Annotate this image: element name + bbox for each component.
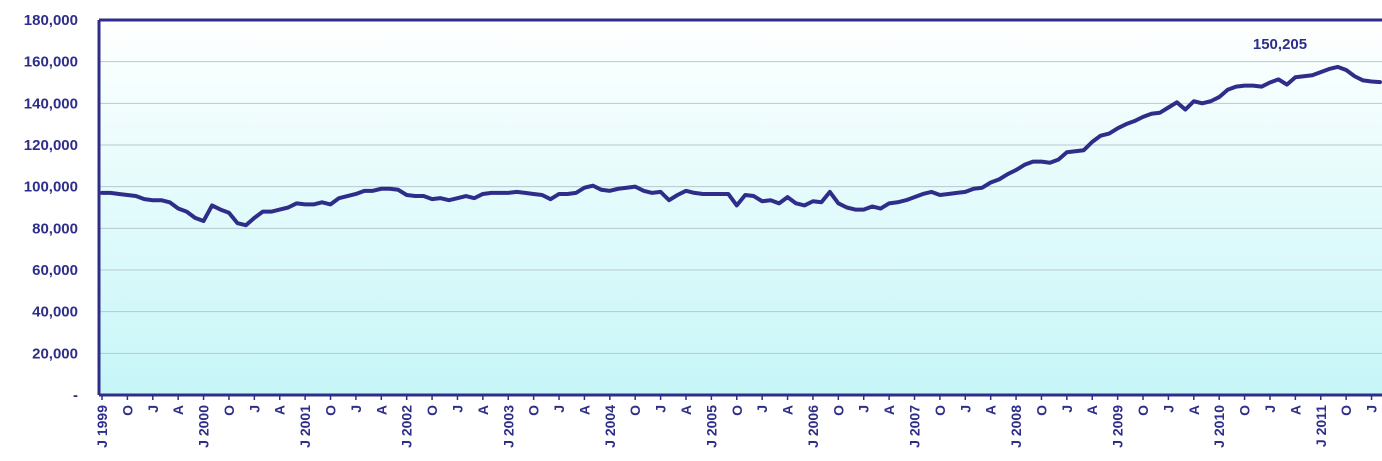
x-tick-label: J 2005	[703, 405, 719, 448]
x-tick-label: A	[780, 405, 796, 415]
y-tick-label: 80,000	[32, 220, 78, 237]
x-tick-label: J	[1364, 405, 1380, 413]
x-tick-label: J	[551, 405, 567, 413]
data-label: 150,205	[1253, 36, 1307, 53]
x-tick-label: J 1999	[94, 405, 110, 448]
x-tick-label: J 2009	[1110, 405, 1126, 448]
x-tick-label: O	[1033, 405, 1049, 416]
x-tick-label: J 2008	[1008, 405, 1024, 448]
y-tick-label: -	[73, 387, 78, 404]
x-tick-label: J	[754, 405, 770, 413]
x-tick-label: J 2010	[1211, 405, 1227, 448]
x-tick-label: J	[449, 405, 465, 413]
x-tick-label: O	[830, 405, 846, 416]
x-tick-label: J	[145, 405, 161, 413]
x-tick-label: O	[526, 405, 542, 416]
x-tick-label: J	[856, 405, 872, 413]
x-tick-label: J	[1059, 405, 1075, 413]
x-tick-label: A	[1186, 405, 1202, 415]
x-tick-label: J	[957, 405, 973, 413]
y-tick-label: 20,000	[32, 345, 78, 362]
x-tick-label: J	[348, 405, 364, 413]
axes	[97, 18, 1382, 400]
x-tick-label: A	[678, 405, 694, 415]
plot-area	[99, 20, 1382, 395]
x-tick-label: A	[881, 405, 897, 415]
x-tick-label: A	[373, 405, 389, 415]
x-tick-label: A	[170, 405, 186, 415]
x-tick-label: J 2006	[805, 405, 821, 448]
y-axis-tick-labels: - 20,000 40,000 60,000 80,000 100,000 120,000 1…	[24, 12, 78, 404]
y-tick-label: 120,000	[24, 137, 78, 154]
x-tick-label: A	[272, 405, 288, 415]
x-tick-label: J 2000	[196, 405, 212, 448]
x-tick-label: J	[1160, 405, 1176, 413]
x-tick-label: A	[475, 405, 491, 415]
x-tick-label: J	[246, 405, 262, 413]
x-tick-label: J 2003	[500, 405, 516, 448]
x-tick-label: O	[424, 405, 440, 416]
series	[100, 64, 1382, 228]
series-line	[100, 64, 1382, 228]
y-tick-label: 160,000	[24, 54, 78, 71]
x-tick-label: O	[932, 405, 948, 416]
x-tick-label: O	[627, 405, 643, 416]
x-tick-label: A	[1084, 405, 1100, 415]
y-tick-label: 140,000	[24, 95, 78, 112]
x-tick-label: A	[983, 405, 999, 415]
x-tick-label: J 2011	[1313, 405, 1329, 447]
y-tick-label: 180,000	[24, 12, 78, 29]
x-tick-label: O	[729, 405, 745, 416]
x-tick-label: J 2007	[907, 405, 923, 448]
x-tick-label: A	[576, 405, 592, 415]
x-tick-label: A	[1287, 405, 1303, 415]
x-tick-label: O	[221, 405, 237, 416]
x-tick-label: J 2002	[399, 405, 415, 448]
y-tick-label: 60,000	[32, 262, 78, 279]
x-tick-label: J 2001	[297, 405, 313, 448]
x-tick-label: O	[1135, 405, 1151, 416]
x-tick-label: J 2004	[602, 405, 618, 448]
x-tick-label: O	[119, 405, 135, 416]
x-tick-label: O	[1237, 405, 1253, 416]
x-tick-label: J	[1262, 405, 1278, 413]
x-tick-label: J	[653, 405, 669, 413]
annotations: 150,205	[1253, 36, 1307, 53]
x-axis-tick-labels: J 1999 O J A J 2000 O J A J 2001 O J A J 2002 O J A J 20…	[94, 405, 1380, 448]
x-tick-label: O	[1338, 405, 1354, 416]
y-tick-label: 40,000	[32, 304, 78, 321]
y-tick-label: 100,000	[24, 179, 78, 196]
x-tick-label: O	[323, 405, 339, 416]
